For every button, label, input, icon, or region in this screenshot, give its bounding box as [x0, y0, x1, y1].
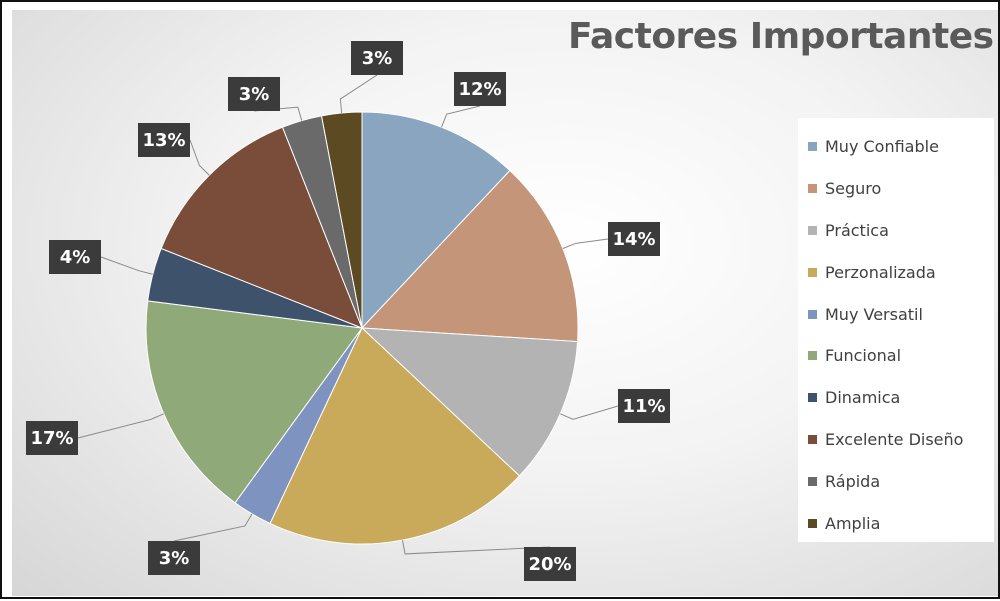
legend-label: Dinamica: [825, 388, 901, 408]
data-label-muy-confiable: 12%: [458, 79, 501, 100]
data-label-rapida: 3%: [239, 84, 270, 105]
legend: Muy Confiable Seguro Práctica Perzonalizada…: [798, 118, 994, 542]
data-label-box-excelente-diseno: [138, 123, 190, 157]
leader-line-seguro: [562, 238, 609, 249]
data-label-practica: 11%: [622, 396, 665, 417]
legend-item-rapida: Rápida: [808, 460, 994, 502]
data-label-amplia: 3%: [362, 48, 393, 69]
data-label-box-amplia: [351, 41, 403, 75]
legend-item-amplia: Amplia: [808, 502, 994, 544]
legend-label: Perzonalizada: [825, 262, 936, 282]
legend-swatch: [808, 434, 817, 444]
legend-item-excelente-diseno: Excelente Diseño: [808, 419, 994, 461]
pie-slice-practica: [360, 327, 579, 477]
legend-swatch: [808, 476, 817, 486]
legend-swatch: [808, 225, 817, 235]
legend-item-practica: Práctica: [808, 210, 994, 252]
legend-item-perzonalizada: Perzonalizada: [808, 251, 994, 293]
legend-swatch: [808, 351, 817, 361]
legend-swatch: [808, 184, 817, 194]
legend-item-funcional: Funcional: [808, 335, 994, 377]
data-label-box-rapida: [228, 77, 280, 111]
legend-swatch: [808, 267, 817, 277]
legend-label: Práctica: [825, 220, 889, 240]
data-label-perzonalizada: 20%: [528, 554, 571, 575]
legend-swatch: [808, 393, 817, 403]
legend-label: Seguro: [825, 179, 882, 199]
leader-line-amplia: [339, 74, 378, 114]
leader-line-practica: [560, 405, 619, 420]
legend-swatch: [808, 142, 817, 152]
legend-label: Funcional: [825, 346, 902, 366]
pie-slice-perzonalizada: [269, 327, 521, 545]
data-label-dinamica: 4%: [60, 247, 91, 268]
legend-item-muy-versatil: Muy Versatil: [808, 293, 994, 335]
chart-title: Factores Importantes: [568, 16, 994, 57]
leader-line-dinamica: [100, 256, 153, 275]
leader-line-muy-confiable: [441, 105, 481, 128]
data-label-excelente-diseno: 13%: [142, 130, 185, 151]
data-label-box-practica: [618, 389, 670, 423]
leader-line-muy-versatil: [173, 513, 253, 542]
data-label-box-perzonalizada: [524, 547, 576, 581]
data-label-box-seguro: [608, 222, 660, 256]
data-label-box-funcional: [26, 421, 78, 455]
data-label-muy-versatil: 3%: [159, 548, 190, 569]
pie-slice-seguro: [360, 169, 579, 343]
data-label-box-dinamica: [49, 240, 101, 274]
legend-item-muy-confiable: Muy Confiable: [808, 126, 994, 168]
data-label-seguro: 14%: [612, 229, 655, 250]
legend-label: Muy Versatil: [825, 304, 923, 324]
legend-label: Excelente Diseño: [825, 429, 964, 449]
legend-item-dinamica: Dinamica: [808, 377, 994, 419]
legend-swatch: [808, 309, 817, 319]
leader-line-funcional: [77, 413, 164, 439]
pie-slice-funcional: [145, 300, 363, 504]
legend-label: Muy Confiable: [825, 137, 939, 157]
pie-slice-muy-confiable: [361, 111, 511, 330]
data-label-box-muy-versatil: [148, 541, 200, 575]
legend-item-seguro: Seguro: [808, 168, 994, 210]
legend-label: Rápida: [825, 471, 881, 491]
pie-slice-amplia: [320, 111, 363, 329]
legend-label: Amplia: [825, 513, 881, 533]
leader-line-perzonalizada: [401, 540, 551, 555]
data-label-box-muy-confiable: [454, 72, 506, 106]
pie-slice-excelente-diseno: [160, 126, 363, 329]
data-label-funcional: 17%: [30, 428, 73, 449]
leader-line-excelente-diseno: [189, 139, 210, 176]
legend-swatch: [808, 518, 817, 528]
